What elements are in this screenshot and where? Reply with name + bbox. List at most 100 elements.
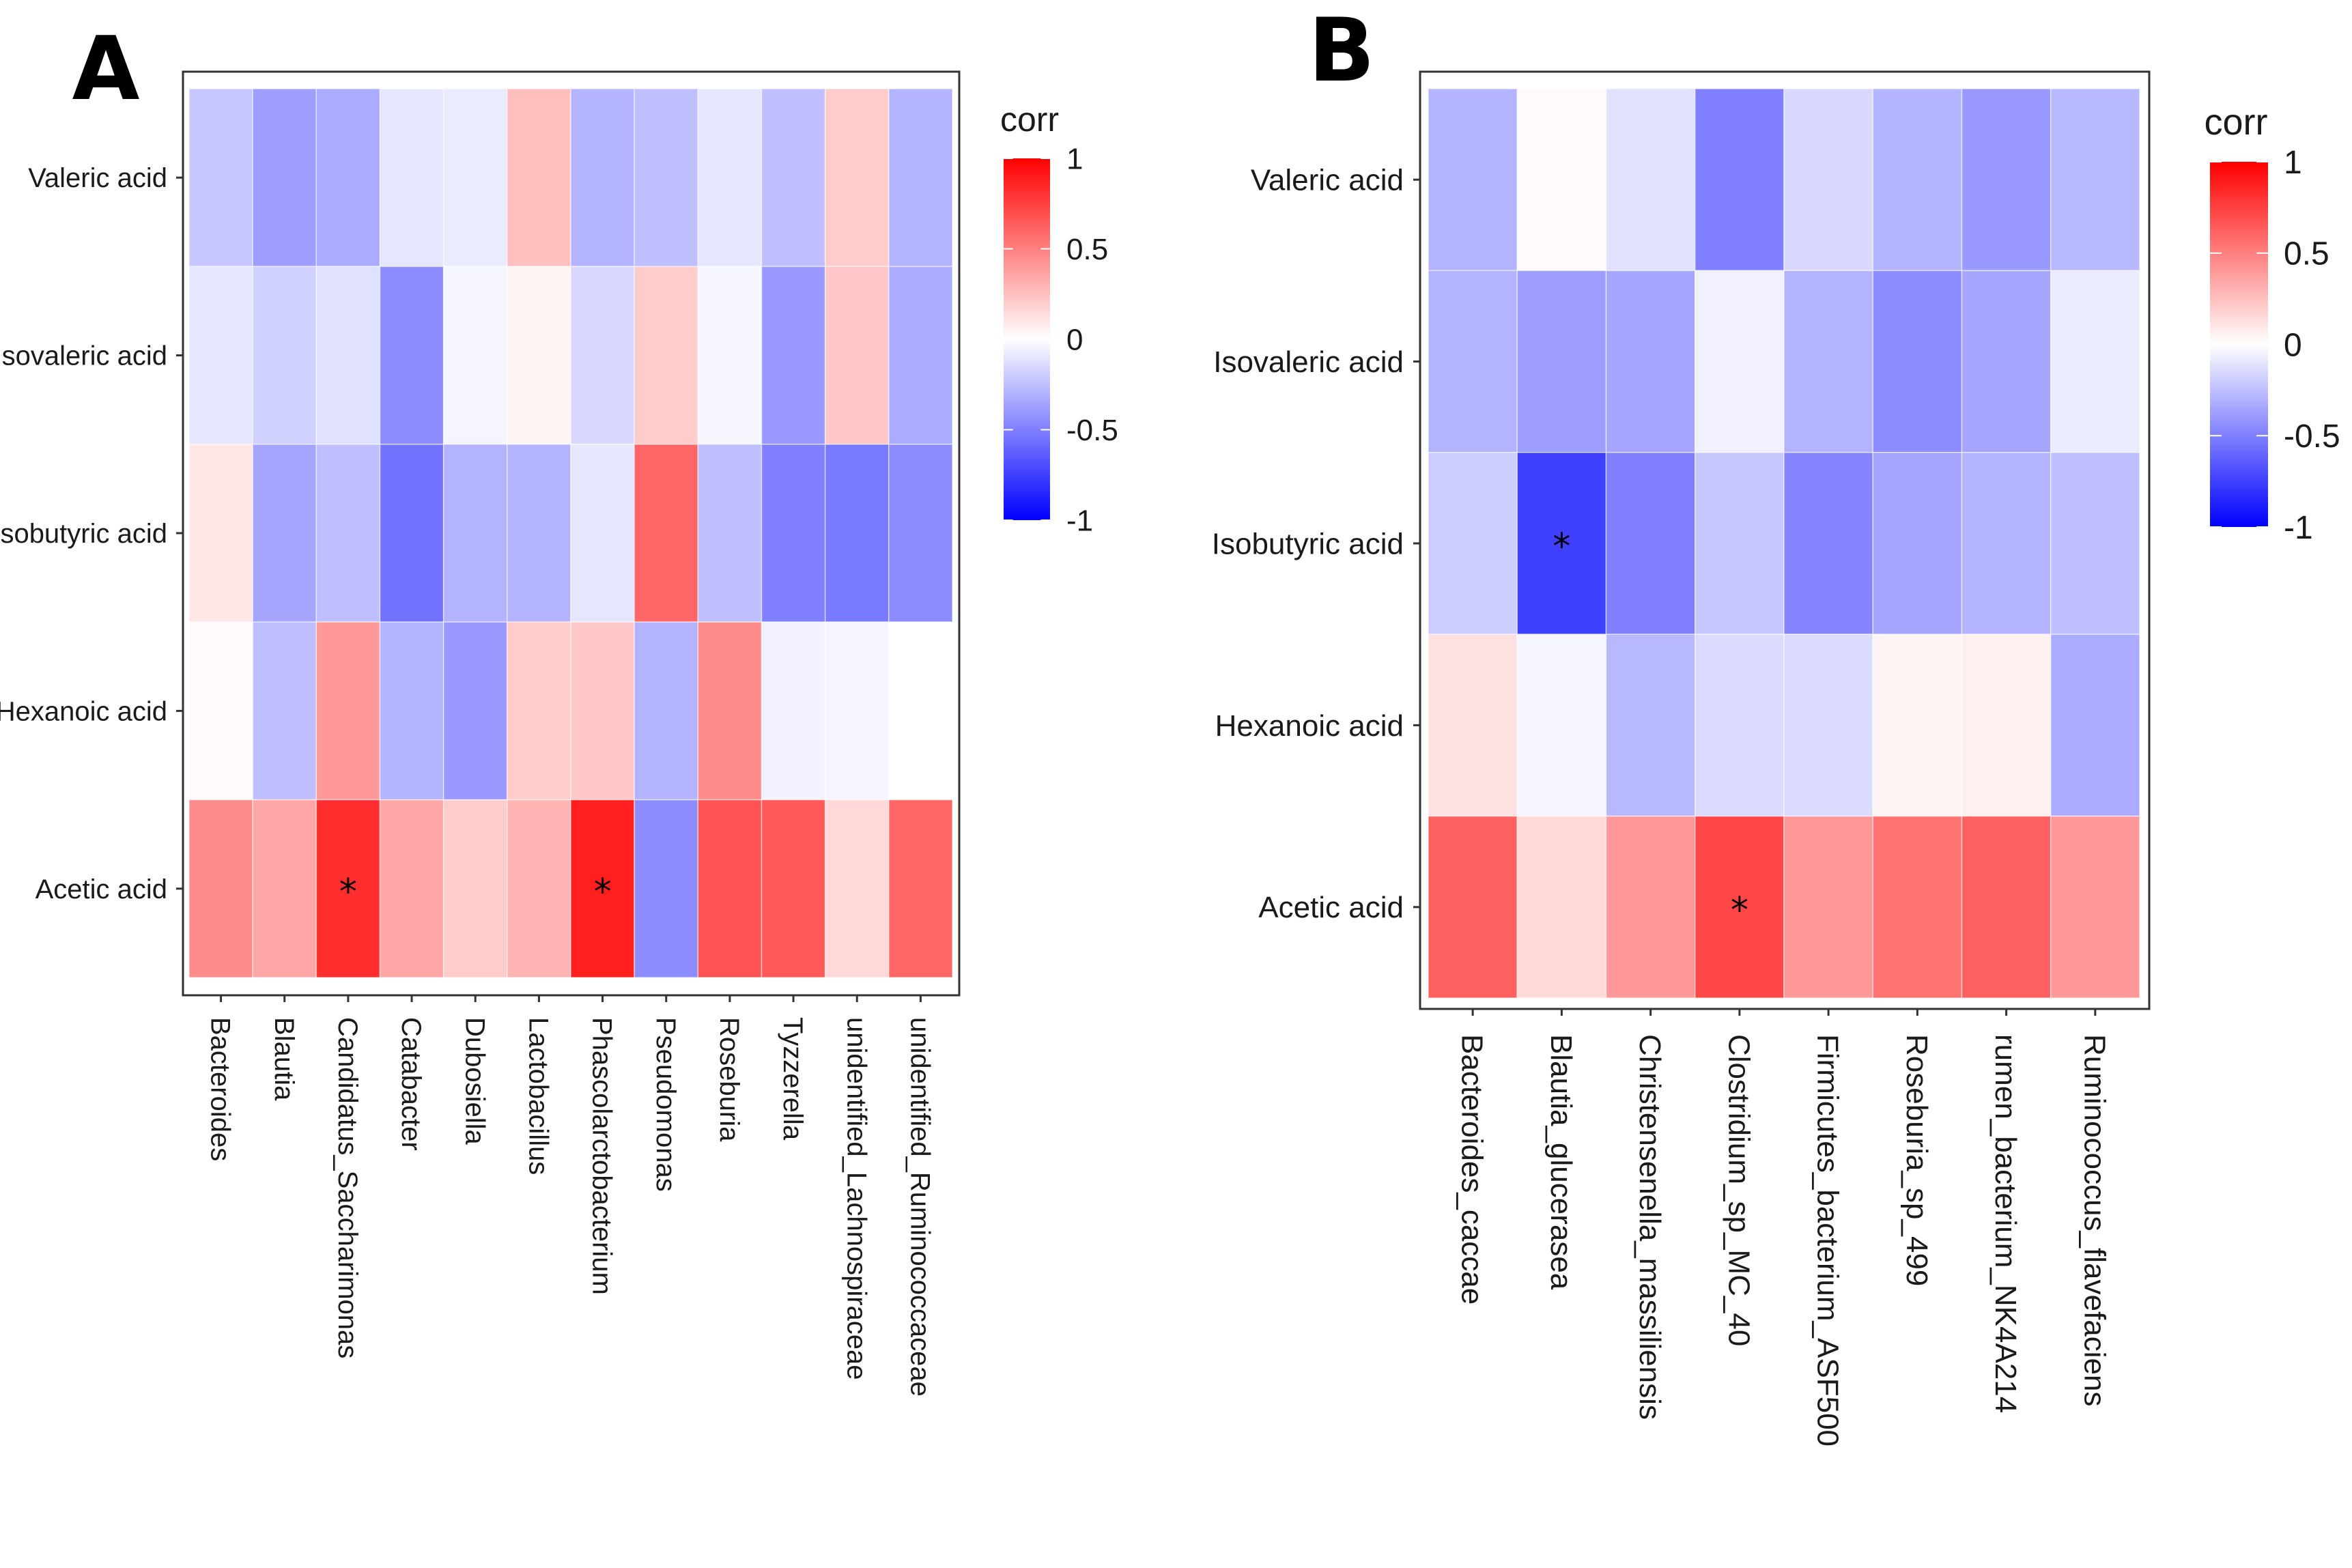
- heatmap-cell-b-acetic-acid-roseburia-sp-499: [1872, 815, 1963, 999]
- heatmap-cell-b-hexanoic-acid-blautia-glucerasea: [1516, 633, 1607, 817]
- row-label-a-valeric-acid: Valeric acid: [28, 163, 167, 193]
- heatmap-cell-b-valeric-acid-rumen-bacterium-nk4a214: [1961, 88, 2052, 272]
- heatmap-cell-b-hexanoic-acid-clostridium-sp-mc-40: [1695, 633, 1785, 817]
- heatmap-cell-b-isobutyric-acid-bacteroides-caccae: [1428, 452, 1518, 635]
- heatmap-cell-a-isovaleric-acid-phascolarctobacterium: [570, 266, 635, 445]
- row-label-b-isobutyric-acid: Isobutyric acid: [1212, 527, 1404, 560]
- panel-a-heatmap: A * * Valeric acid Isovaleric acid Isobutyric…: [0, 18, 1118, 1397]
- heatmap-cell-b-acetic-acid-ruminococcus-flavefaciens: [2050, 815, 2140, 999]
- heatmap-cell-b-valeric-acid-firmicutes-bacterium-asf500: [1783, 88, 1873, 272]
- heatmap-cell-b-valeric-acid-blautia-glucerasea: [1516, 88, 1607, 272]
- heatmap-cell-a-isobutyric-acid-unidentified-lachnospiraceae: [824, 444, 890, 623]
- heatmap-cell-a-hexanoic-acid-candidatus-saccharimonas: [315, 621, 381, 801]
- significance-mark-a-acetic-acid-candidatus-saccharimonas: *: [339, 872, 357, 913]
- legend-tick-label-a-0: 1: [1066, 142, 1083, 175]
- heatmap-cell-b-hexanoic-acid-bacteroides-caccae: [1428, 633, 1518, 817]
- heatmap-cell-b-hexanoic-acid-roseburia-sp-499: [1872, 633, 1963, 817]
- heatmap-cell-b-isobutyric-acid-clostridium-sp-mc-40: [1695, 452, 1785, 635]
- heatmap-cell-b-isobutyric-acid-blautia-glucerasea: [1516, 452, 1607, 635]
- legend-title-b: corr: [2205, 102, 2268, 143]
- column-label-b-clostridium-sp-mc-40: Clostridium_sp_MC_40: [1722, 1034, 1755, 1346]
- column-label-b-roseburia-sp-499: Roseburia_sp_499: [1900, 1034, 1933, 1286]
- significance-mark-b-isobutyric-acid-blautia-glucerasea: *: [1553, 526, 1570, 567]
- heatmap-cell-b-acetic-acid-rumen-bacterium-nk4a214: [1961, 815, 2052, 999]
- heatmap-cell-a-hexanoic-acid-lactobacillus: [507, 621, 571, 801]
- legend-tick-label-b-2: 0: [2284, 327, 2302, 363]
- heatmap-cell-a-isovaleric-acid-blautia: [252, 266, 317, 445]
- legend-tick-label-b-4: -1: [2284, 510, 2313, 546]
- column-label-a-pseudomonas: Pseudomonas: [651, 1017, 681, 1192]
- heatmap-cell-b-acetic-acid-christensenella-massiliensis: [1605, 815, 1696, 999]
- column-label-a-phascolarctobacterium: Phascolarctobacterium: [587, 1017, 617, 1295]
- column-label-b-rumen-bacterium-nk4a214: rumen_bacterium_NK4A214: [1989, 1034, 2022, 1413]
- heatmap-cell-a-isobutyric-acid-bacteroides: [188, 444, 253, 623]
- column-label-b-firmicutes-bacterium-asf500: Firmicutes_bacterium_ASF500: [1811, 1034, 1845, 1446]
- row-label-a-acetic-acid: Acetic acid: [36, 874, 167, 904]
- legend-tick-label-a-1: 0.5: [1066, 233, 1108, 266]
- column-label-b-bacteroides-caccae: Bacteroides_caccae: [1456, 1034, 1489, 1305]
- column-label-a-unidentified-ruminococcaceae: unidentified_Ruminococcaceae: [905, 1017, 935, 1397]
- heatmap-cell-b-isobutyric-acid-rumen-bacterium-nk4a214: [1961, 452, 2052, 635]
- heatmap-cell-b-hexanoic-acid-christensenella-massiliensis: [1605, 633, 1696, 817]
- heatmap-cell-b-isovaleric-acid-christensenella-massiliensis: [1605, 270, 1696, 453]
- heatmap-cell-a-hexanoic-acid-bacteroides: [188, 621, 253, 801]
- heatmap-cell-a-acetic-acid-unidentified-ruminococcaceae: [888, 799, 953, 978]
- heatmap-cell-a-isobutyric-acid-catabacter: [379, 444, 444, 623]
- heatmap-cell-a-valeric-acid-pseudomonas: [634, 88, 699, 268]
- heatmap-cell-b-isovaleric-acid-bacteroides-caccae: [1428, 270, 1518, 453]
- column-label-a-roseburia: Roseburia: [714, 1017, 744, 1142]
- heatmap-cell-b-valeric-acid-christensenella-massiliensis: [1605, 88, 1696, 272]
- heatmap-cell-b-valeric-acid-ruminococcus-flavefaciens: [2050, 88, 2140, 272]
- heatmap-cell-a-acetic-acid-catabacter: [379, 799, 444, 978]
- column-label-b-christensenella-massiliensis: Christensenella_massiliensis: [1633, 1034, 1667, 1420]
- heatmap-cell-a-isobutyric-acid-unidentified-ruminococcaceae: [888, 444, 953, 623]
- significance-mark-a-acetic-acid-phascolarctobacterium: *: [594, 872, 612, 913]
- heatmap-cell-a-acetic-acid-bacteroides: [188, 799, 253, 978]
- heatmap-cell-a-isovaleric-acid-candidatus-saccharimonas: [315, 266, 381, 445]
- heatmap-cell-a-valeric-acid-blautia: [252, 88, 317, 268]
- heatmap-cell-a-isobutyric-acid-candidatus-saccharimonas: [315, 444, 381, 623]
- heatmap-cell-a-valeric-acid-candidatus-saccharimonas: [315, 88, 381, 268]
- heatmap-cell-b-isovaleric-acid-blautia-glucerasea: [1516, 270, 1607, 453]
- heatmap-cell-a-hexanoic-acid-unidentified-ruminococcaceae: [888, 621, 953, 801]
- heatmap-cell-a-hexanoic-acid-tyzzerella: [761, 621, 826, 801]
- row-label-b-isovaleric-acid: Isovaleric acid: [1213, 345, 1404, 379]
- heatmap-cell-b-isobutyric-acid-ruminococcus-flavefaciens: [2050, 452, 2140, 635]
- heatmap-cell-a-valeric-acid-unidentified-lachnospiraceae: [824, 88, 890, 268]
- heatmap-cell-a-acetic-acid-pseudomonas: [634, 799, 699, 978]
- heatmap-cell-a-isobutyric-acid-pseudomonas: [634, 444, 699, 623]
- heatmap-cell-a-acetic-acid-tyzzerella: [761, 799, 826, 978]
- heatmap-cell-b-isovaleric-acid-rumen-bacterium-nk4a214: [1961, 270, 2052, 453]
- heatmap-cell-a-valeric-acid-unidentified-ruminococcaceae: [888, 88, 953, 268]
- row-label-b-valeric-acid: Valeric acid: [1251, 164, 1404, 197]
- heatmap-cell-a-acetic-acid-roseburia: [697, 799, 763, 978]
- heatmap-cell-a-isobutyric-acid-lactobacillus: [507, 444, 571, 623]
- heatmap-cell-b-acetic-acid-firmicutes-bacterium-asf500: [1783, 815, 1873, 999]
- heatmap-cell-a-isovaleric-acid-bacteroides: [188, 266, 253, 445]
- heatmap-cell-a-isobutyric-acid-phascolarctobacterium: [570, 444, 635, 623]
- heatmap-cell-a-valeric-acid-dubosiella: [442, 88, 508, 268]
- heatmap-cell-a-isovaleric-acid-dubosiella: [442, 266, 508, 445]
- heatmap-cell-b-hexanoic-acid-rumen-bacterium-nk4a214: [1961, 633, 2052, 817]
- heatmap-cell-a-hexanoic-acid-catabacter: [379, 621, 444, 801]
- heatmap-cell-b-isobutyric-acid-firmicutes-bacterium-asf500: [1783, 452, 1873, 635]
- heatmap-cell-b-isovaleric-acid-ruminococcus-flavefaciens: [2050, 270, 2140, 453]
- heatmap-cell-a-acetic-acid-blautia: [252, 799, 317, 978]
- heatmap-cell-a-acetic-acid-phascolarctobacterium: [570, 799, 635, 978]
- column-label-a-bacteroides: Bacteroides: [206, 1017, 236, 1161]
- legend-tick-label-b-0: 1: [2284, 145, 2302, 181]
- heatmap-cell-a-isovaleric-acid-pseudomonas: [634, 266, 699, 445]
- heatmap-cell-b-valeric-acid-clostridium-sp-mc-40: [1695, 88, 1785, 272]
- heatmap-cell-a-valeric-acid-tyzzerella: [761, 88, 826, 268]
- heatmap-cell-b-isobutyric-acid-roseburia-sp-499: [1872, 452, 1963, 635]
- heatmap-cell-b-isovaleric-acid-roseburia-sp-499: [1872, 270, 1963, 453]
- heatmap-cell-b-acetic-acid-blautia-glucerasea: [1516, 815, 1607, 999]
- heatmap-cell-b-acetic-acid-bacteroides-caccae: [1428, 815, 1518, 999]
- column-label-b-ruminococcus-flavefaciens: Ruminococcus_flavefaciens: [2078, 1034, 2111, 1406]
- heatmap-cell-a-valeric-acid-phascolarctobacterium: [570, 88, 635, 268]
- heatmap-cell-a-hexanoic-acid-phascolarctobacterium: [570, 621, 635, 801]
- legend-title-a: corr: [1000, 100, 1059, 139]
- panel-b-letter: B: [1308, 0, 1375, 102]
- heatmap-cell-a-acetic-acid-unidentified-lachnospiraceae: [824, 799, 890, 978]
